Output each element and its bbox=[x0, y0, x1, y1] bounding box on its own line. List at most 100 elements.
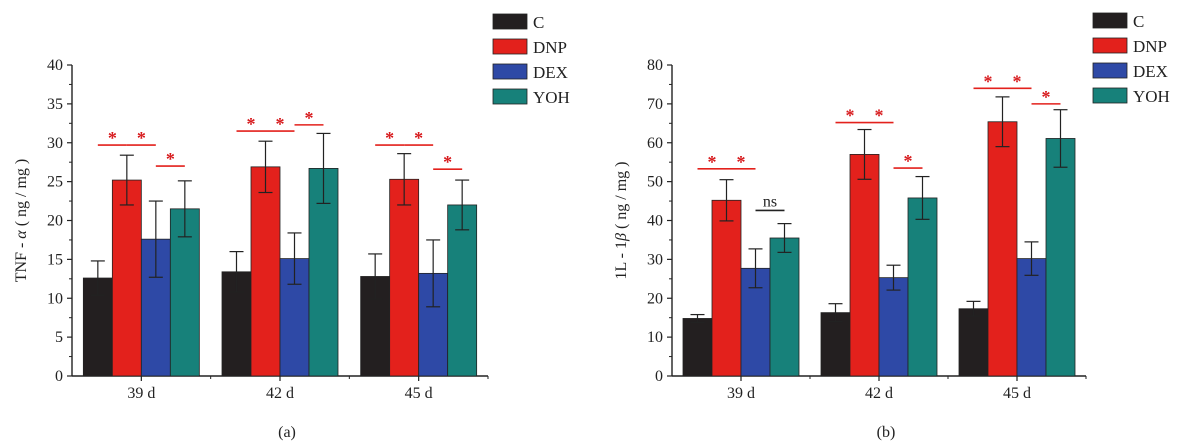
error-bar bbox=[119, 154, 134, 206]
legend-label: C bbox=[1133, 12, 1144, 31]
error-bar bbox=[258, 140, 273, 194]
bar-dex bbox=[878, 277, 909, 377]
error-bar bbox=[397, 153, 412, 206]
significance-star: * bbox=[166, 149, 175, 169]
bar-yoh bbox=[907, 197, 938, 377]
significance-star: * bbox=[305, 108, 314, 128]
significance-star: * bbox=[247, 114, 256, 134]
significance-star: * bbox=[846, 106, 855, 126]
error-bar bbox=[316, 132, 331, 204]
bar-dnp bbox=[250, 166, 281, 377]
significance-star: * bbox=[875, 106, 884, 126]
bar-dnp bbox=[389, 178, 420, 377]
y-tick-label: 40 bbox=[647, 213, 663, 230]
y-tick-label: 0 bbox=[655, 368, 663, 385]
error-bar bbox=[1053, 109, 1068, 168]
bar-dnp bbox=[987, 121, 1018, 377]
legend-label: YOH bbox=[533, 88, 570, 107]
error-bar bbox=[719, 179, 734, 222]
bar-c bbox=[682, 318, 713, 377]
legend-label: C bbox=[533, 13, 544, 32]
legend-swatch-dnp bbox=[1092, 37, 1128, 54]
bar-dnp bbox=[711, 199, 742, 377]
bar-yoh bbox=[769, 237, 800, 377]
bar-dnp bbox=[849, 154, 880, 377]
significance-star: * bbox=[737, 152, 746, 172]
chart-panel-a: 0 5 10 15 20 25 30 35 40 39 d 42 d 45 d * * * * * * * * * TNF… bbox=[13, 13, 570, 441]
y-tick-label: 30 bbox=[647, 251, 663, 268]
error-bar bbox=[995, 96, 1010, 148]
error-bar bbox=[966, 300, 981, 317]
error-bar bbox=[777, 223, 792, 253]
legend: C DNP DEX YOH bbox=[1092, 12, 1170, 106]
error-bar bbox=[229, 251, 244, 293]
error-bar bbox=[1024, 241, 1039, 276]
y-tick-label: 50 bbox=[647, 174, 663, 191]
x-tick-label: 39 d bbox=[727, 385, 755, 402]
error-bar bbox=[148, 200, 163, 278]
y-tick-label: 15 bbox=[47, 251, 63, 268]
y-tick-label: 30 bbox=[47, 135, 63, 152]
significance-star: * bbox=[108, 128, 117, 148]
error-bar bbox=[857, 128, 872, 180]
y-tick-label: 60 bbox=[647, 135, 663, 152]
x-tick-label: 39 d bbox=[127, 385, 155, 402]
y-tick-label: 80 bbox=[647, 57, 663, 74]
bar-c bbox=[958, 308, 989, 377]
bar-dnp bbox=[111, 179, 142, 377]
legend-swatch-dex bbox=[1092, 62, 1128, 79]
significance-star: * bbox=[443, 152, 452, 172]
x-tick-label: 45 d bbox=[1003, 385, 1031, 402]
y-tick-label: 25 bbox=[47, 174, 63, 191]
error-bar bbox=[287, 232, 302, 285]
legend-label: DNP bbox=[1133, 37, 1167, 56]
error-bar bbox=[426, 239, 441, 308]
legend-swatch-yoh bbox=[1092, 87, 1128, 104]
error-bar bbox=[455, 179, 470, 231]
significance-star: * bbox=[708, 152, 717, 172]
y-tick-label: 5 bbox=[55, 329, 63, 346]
y-axis-title: TNF - α ( ng / mg ) bbox=[13, 159, 30, 283]
error-bar bbox=[690, 313, 705, 323]
significance-star: * bbox=[137, 128, 146, 148]
legend-swatch-c bbox=[1092, 12, 1128, 29]
legend: C DNP DEX YOH bbox=[492, 13, 570, 107]
panel-label: (a) bbox=[278, 424, 296, 441]
bar-c bbox=[820, 312, 851, 377]
significance-star: * bbox=[984, 71, 993, 91]
significance-star: * bbox=[1042, 87, 1051, 107]
significance-star: * bbox=[1013, 71, 1022, 91]
panel-label: (b) bbox=[877, 424, 896, 441]
legend-swatch-dnp bbox=[492, 38, 528, 55]
legend-swatch-c bbox=[492, 13, 528, 30]
y-tick-label: 0 bbox=[55, 368, 63, 385]
legend-label: YOH bbox=[1133, 87, 1170, 106]
legend-swatch-dex bbox=[492, 63, 528, 80]
bar-yoh bbox=[1045, 138, 1076, 377]
error-bar bbox=[368, 253, 383, 300]
x-tick-label: 42 d bbox=[266, 385, 294, 402]
y-tick-label: 20 bbox=[47, 213, 63, 230]
y-tick-label: 20 bbox=[647, 290, 663, 307]
significance-star: * bbox=[276, 114, 285, 134]
y-tick-label: 40 bbox=[47, 57, 63, 74]
significance-ns: ns bbox=[763, 193, 777, 210]
y-tick-label: 35 bbox=[47, 96, 63, 113]
x-tick-label: 42 d bbox=[865, 385, 893, 402]
y-tick-label: 10 bbox=[647, 329, 663, 346]
significance-star: * bbox=[385, 128, 394, 148]
bar-dex bbox=[1016, 258, 1047, 377]
significance-star: * bbox=[414, 128, 423, 148]
error-bar bbox=[886, 264, 901, 291]
bar-yoh bbox=[447, 204, 478, 377]
chart-panel-b: 0 10 20 30 40 50 60 70 80 39 d 42 d 45 d * * ns * * * * * * 1… bbox=[613, 12, 1170, 441]
y-tick-label: 10 bbox=[47, 290, 63, 307]
x-tick-label: 45 d bbox=[405, 385, 433, 402]
error-bar bbox=[748, 248, 763, 289]
y-tick-label: 70 bbox=[647, 96, 663, 113]
legend-label: DEX bbox=[533, 63, 568, 82]
y-axis-title: 1L - 1β ( ng / mg ) bbox=[613, 161, 630, 279]
error-bar bbox=[90, 260, 105, 296]
significance-star: * bbox=[904, 151, 913, 171]
